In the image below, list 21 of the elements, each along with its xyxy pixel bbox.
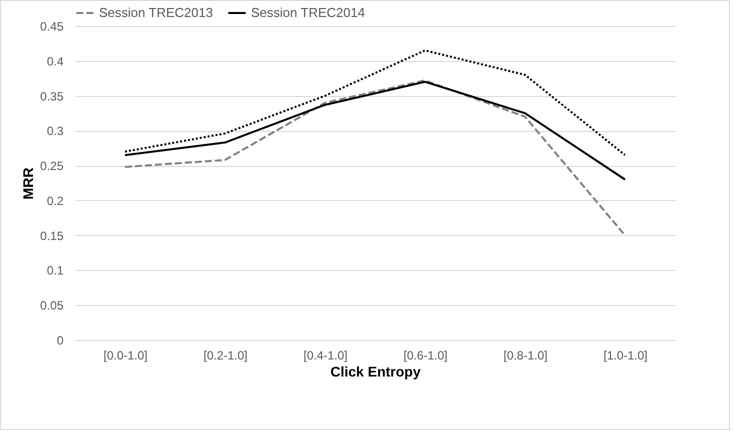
y-tick-label: 0.2 [46,194,64,208]
y-tick-label: 0.35 [40,89,64,104]
y-tick-label: 0.25 [40,159,64,174]
line-series [124,79,626,236]
y-axis-title: MRR [20,168,36,200]
y-tick-label: 0.1 [46,264,64,278]
x-tick-label: [0.6-1.0] [403,348,448,362]
y-tick-label: 0.45 [40,20,64,34]
x-tick-label: [0.2-1.0] [203,348,248,362]
y-tick-label: 0 [56,334,64,348]
x-tick-label: [0.0-1.0] [103,348,148,362]
y-tick-label: 0.05 [40,298,64,313]
y-tick-label: 0.4 [46,54,64,68]
y-tick-label: 0.3 [46,124,64,138]
x-tick-label: [0.8-1.0] [503,348,548,362]
x-tick-label: [0.4-1.0] [303,348,348,362]
y-tick-label: 0.15 [40,228,64,243]
legend-label: Session TREC2014 [251,5,365,20]
legend-label: Session TREC2013 [99,5,213,20]
x-axis-title: Click Entropy [330,364,421,380]
x-tick-label: [1.0-1.0] [603,348,648,362]
